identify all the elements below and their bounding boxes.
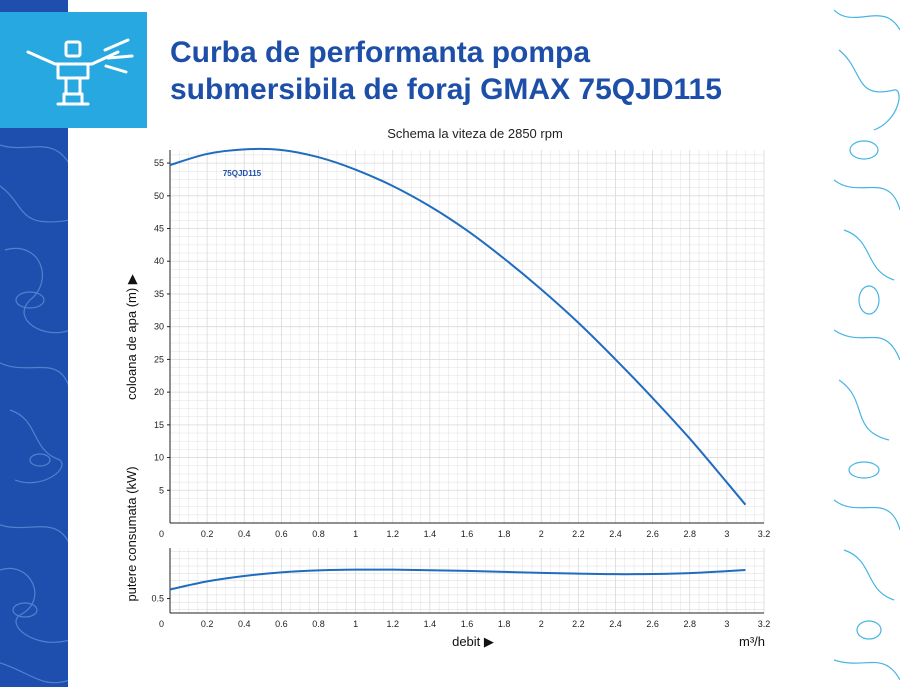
x-axis-unit: m³/h (739, 634, 765, 649)
y-tick-label: 15 (154, 420, 164, 430)
y-tick-label: 50 (154, 191, 164, 201)
x-tick-label: 0.2 (201, 529, 214, 539)
x-tick-label: 1.6 (461, 529, 474, 539)
title-line-1: Curba de performanta pompa (170, 36, 591, 69)
x-tick-label: 0.8 (312, 619, 325, 629)
x-tick-label: 0 (159, 619, 164, 629)
y-tick-label: 30 (154, 322, 164, 332)
x-tick-label: 1.2 (386, 529, 399, 539)
y-tick-label: 25 (154, 354, 164, 364)
x-tick-label: 3 (724, 619, 729, 629)
x-tick-label: 0.6 (275, 619, 288, 629)
x-tick-label: 0.8 (312, 529, 325, 539)
x-tick-label: 2 (539, 529, 544, 539)
x-tick-label: 0.6 (275, 529, 288, 539)
y-tick-label: 5 (159, 485, 164, 495)
topographic-pattern-right (834, 9, 900, 681)
chart-subtitle: Schema la viteza de 2850 rpm (387, 126, 563, 141)
x-tick-label: 2.4 (609, 619, 622, 629)
series-label: 75QJD115 (223, 169, 262, 178)
x-tick-label: 0.4 (238, 619, 251, 629)
x-tick-label: 0.2 (201, 619, 214, 629)
x-tick-label: 3 (724, 529, 729, 539)
x-tick-label: 1.8 (498, 619, 511, 629)
x-tick-label: 1.6 (461, 619, 474, 629)
x-tick-label: 0 (159, 529, 164, 539)
y-tick-label: 0.5 (151, 594, 164, 604)
x-tick-label: 1.8 (498, 529, 511, 539)
sprinkler-icon (26, 38, 134, 106)
logo-box (0, 12, 147, 128)
x-tick-label: 1.4 (424, 619, 437, 629)
head-curve-line (169, 147, 747, 506)
page-title: Curba de performanta pompa submersibila … (170, 34, 810, 108)
x-tick-label: 2.8 (683, 529, 696, 539)
x-tick-label: 3.2 (758, 619, 771, 629)
y-tick-label: 20 (154, 387, 164, 397)
x-tick-label: 3.2 (758, 529, 771, 539)
x-tick-label: 0.4 (238, 529, 251, 539)
y-tick-label: 35 (154, 289, 164, 299)
y-axis-label-power: putere consumata (kW) (124, 466, 139, 601)
x-tick-label: 2.8 (683, 619, 696, 629)
y-tick-label: 45 (154, 224, 164, 234)
x-tick-label: 1.4 (424, 529, 437, 539)
x-axis-label: debit ▶ (452, 634, 494, 649)
x-tick-label: 2.6 (646, 619, 659, 629)
x-tick-label: 1 (353, 529, 358, 539)
x-tick-label: 2.6 (646, 529, 659, 539)
x-tick-label: 1 (353, 619, 358, 629)
x-tick-label: 2.2 (572, 529, 585, 539)
y-tick-label: 40 (154, 256, 164, 266)
title-line-2: submersibila de foraj GMAX 75QJD115 (170, 73, 722, 106)
right-decorative-panel (834, 0, 900, 687)
y-tick-label: 55 (154, 158, 164, 168)
x-tick-label: 2 (539, 619, 544, 629)
x-tick-label: 1.2 (386, 619, 399, 629)
topographic-pattern-left (0, 144, 68, 684)
x-tick-label: 2.4 (609, 529, 622, 539)
x-tick-label: 2.2 (572, 619, 585, 629)
y-axis-label-head: coloana de apa (m) ▶ (124, 274, 139, 400)
y-tick-label: 10 (154, 453, 164, 463)
power-curve-line (169, 568, 746, 591)
